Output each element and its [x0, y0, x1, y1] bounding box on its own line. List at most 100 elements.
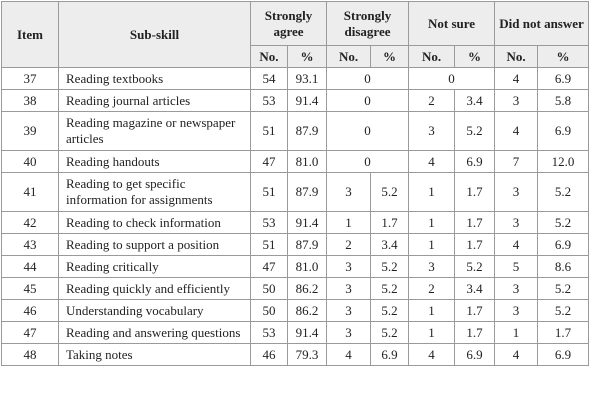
value-cell: 81.0 [286, 150, 328, 173]
table-row: 42 Reading to check information 53 91.4 1 1.7… [1, 211, 589, 234]
value-cell: 4 [494, 111, 539, 151]
value-cell: 2 [326, 233, 372, 256]
value-cell: 4 [408, 150, 456, 173]
value-cell: 5.8 [537, 89, 589, 112]
item-cell: 47 [1, 321, 59, 344]
value-cell: 1.7 [454, 233, 496, 256]
value-cell: 6.9 [537, 343, 589, 366]
value-cell: 4 [326, 343, 372, 366]
skill-cell: Reading and answering questions [58, 321, 251, 344]
header-row: No.% No.% No.% No.% [2, 45, 589, 68]
value-cell: 2 [408, 89, 456, 112]
table-row: 39 Reading magazine or newspaper articles… [1, 111, 589, 151]
value-cell: 53 [250, 89, 288, 112]
header-sub: No. [250, 45, 288, 68]
header-row: Item Sub-skill Strongly agree Strongly disa… [1, 1, 589, 68]
header-skill: Sub-skill [58, 1, 251, 68]
value-cell: 5.2 [537, 299, 589, 322]
value-cell: 6.9 [537, 111, 589, 151]
value-cell: 47 [250, 255, 288, 278]
value-cell: 3.4 [454, 277, 496, 300]
value-cell: 87.9 [286, 111, 328, 151]
skill-cell: Reading textbooks [58, 67, 251, 90]
value-cell: 3.4 [370, 233, 410, 256]
value-cell: 6.9 [454, 150, 496, 173]
value-cell: 3 [494, 299, 539, 322]
header-group: Strongly agree [249, 1, 328, 46]
value-cell: 12.0 [537, 150, 589, 173]
item-cell: 43 [1, 233, 59, 256]
value-cell: 1.7 [537, 321, 589, 344]
value-cell: 1.7 [370, 211, 410, 234]
skill-cell: Taking notes [58, 343, 251, 366]
skill-cell: Understanding vocabulary [58, 299, 251, 322]
value-cell: 5.2 [454, 255, 496, 278]
value-cell: 0 [326, 150, 410, 173]
value-cell: 87.9 [286, 233, 328, 256]
value-cell: 2 [408, 277, 456, 300]
value-cell: 87.9 [286, 172, 328, 212]
skill-cell: Reading handouts [58, 150, 251, 173]
value-cell: 51 [250, 111, 288, 151]
value-cell: 81.0 [286, 255, 328, 278]
value-cell: 5.2 [370, 255, 410, 278]
value-cell: 1 [408, 172, 456, 212]
skill-cell: Reading quickly and efficiently [58, 277, 251, 300]
value-cell: 1 [494, 321, 539, 344]
value-cell: 0 [326, 89, 410, 112]
value-cell: 86.2 [286, 277, 328, 300]
value-cell: 3 [326, 321, 372, 344]
value-cell: 1 [408, 211, 456, 234]
item-cell: 42 [1, 211, 59, 234]
header-sub: % [286, 45, 328, 68]
value-cell: 91.4 [286, 211, 328, 234]
header-sub: % [454, 45, 496, 68]
value-cell: 50 [250, 299, 288, 322]
value-cell: 6.9 [537, 67, 589, 90]
item-cell: 48 [1, 343, 59, 366]
header-item: Item [1, 1, 59, 68]
value-cell: 1 [408, 321, 456, 344]
value-cell: 93.1 [286, 67, 328, 90]
skill-cell: Reading critically [58, 255, 251, 278]
value-cell: 3 [326, 277, 372, 300]
table-row: 38 Reading journal articles 53 91.4 0 2 3.4 3 5.… [1, 89, 589, 112]
header-sub: % [370, 45, 410, 68]
item-cell: 44 [1, 255, 59, 278]
value-cell: 3 [494, 277, 539, 300]
header-sub: No. [326, 45, 372, 68]
header-sub: No. [408, 45, 456, 68]
value-cell: 7 [494, 150, 539, 173]
value-cell: 3 [326, 172, 372, 212]
value-cell: 53 [250, 211, 288, 234]
value-cell: 1 [408, 233, 456, 256]
item-cell: 41 [1, 172, 59, 212]
table-row: 45 Reading quickly and efficiently 50 86.2 3… [1, 277, 589, 300]
value-cell: 1.7 [454, 172, 496, 212]
item-cell: 46 [1, 299, 59, 322]
value-cell: 5.2 [537, 211, 589, 234]
skill-cell: Reading to get specific information for … [58, 172, 251, 212]
value-cell: 0 [326, 111, 410, 151]
value-cell: 5.2 [454, 111, 496, 151]
table-row: 48 Taking notes 46 79.3 4 6.9 4 6.9 4 6.9 [1, 343, 589, 366]
table-row: 40 Reading handouts 47 81.0 0 4 6.9 7 12.0 [1, 150, 589, 173]
value-cell: 3 [408, 255, 456, 278]
value-cell: 6.9 [454, 343, 496, 366]
value-cell: 91.4 [286, 321, 328, 344]
value-cell: 3 [494, 172, 539, 212]
value-cell: 5.2 [370, 321, 410, 344]
value-cell: 3 [326, 255, 372, 278]
item-cell: 45 [1, 277, 59, 300]
skill-cell: Reading journal articles [58, 89, 251, 112]
skill-cell: Reading to support a position [58, 233, 251, 256]
value-cell: 1 [326, 211, 372, 234]
item-cell: 38 [1, 89, 59, 112]
survey-table: Item Sub-skill Strongly agree Strongly disa… [1, 1, 589, 366]
value-cell: 4 [494, 233, 539, 256]
value-cell: 6.9 [370, 343, 410, 366]
table-row: 46 Understanding vocabulary 50 86.2 3 5.2 1 1.7… [1, 299, 589, 322]
value-cell: 1 [408, 299, 456, 322]
value-cell: 5.2 [370, 299, 410, 322]
